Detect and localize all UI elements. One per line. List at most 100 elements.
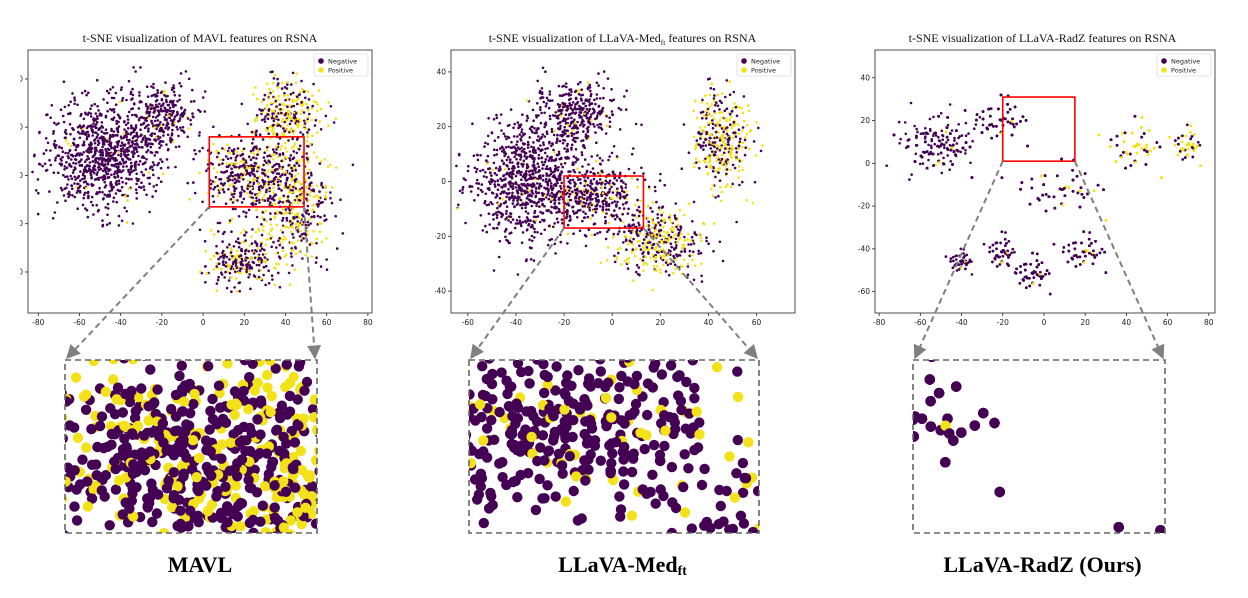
- negative-point: [639, 248, 643, 251]
- positive-point: [311, 204, 314, 207]
- negative-point: [277, 201, 281, 205]
- positive-point: [213, 254, 216, 258]
- negative-point: [582, 107, 585, 110]
- positive-point: [256, 98, 259, 101]
- negative-point: [724, 147, 727, 150]
- negative-point: [78, 154, 81, 157]
- negative-point: [248, 264, 252, 267]
- zoom-positive-point: [302, 470, 313, 481]
- positive-point: [326, 165, 330, 168]
- negative-point: [281, 246, 285, 249]
- positive-point: [279, 183, 282, 186]
- zoom-inset: [64, 359, 318, 534]
- positive-point: [740, 159, 743, 163]
- negative-point: [244, 249, 247, 253]
- negative-point: [533, 158, 536, 161]
- positive-point: [290, 203, 293, 206]
- negative-point: [688, 249, 692, 253]
- negative-point: [94, 161, 97, 164]
- positive-point: [246, 179, 250, 182]
- positive-point: [277, 85, 280, 89]
- negative-point: [479, 188, 483, 192]
- negative-point: [71, 171, 75, 174]
- negative-point: [159, 166, 163, 170]
- negative-point: [223, 230, 226, 234]
- method-caption: MAVL: [167, 552, 233, 577]
- positive-point: [286, 118, 289, 122]
- negative-point: [257, 198, 261, 202]
- negative-point: [150, 85, 153, 88]
- negative-point: [272, 112, 275, 115]
- zoom-negative-point: [257, 500, 268, 511]
- positive-point: [730, 126, 733, 130]
- negative-point: [528, 177, 531, 180]
- zoom-negative-point: [127, 483, 138, 494]
- negative-point: [244, 161, 248, 164]
- positive-point: [314, 100, 318, 104]
- positive-point: [249, 257, 252, 261]
- negative-point: [689, 243, 693, 246]
- zoom-negative-point: [131, 466, 142, 478]
- negative-point: [121, 157, 124, 161]
- negative-point: [557, 198, 561, 201]
- negative-point: [543, 160, 547, 164]
- negative-point: [632, 237, 635, 241]
- zoom-negative-point: [301, 376, 313, 388]
- zoom-negative-point: [188, 398, 199, 410]
- negative-point: [201, 200, 204, 204]
- zoom-negative-point: [271, 424, 283, 435]
- negative-point: [61, 155, 64, 159]
- negative-point: [129, 126, 133, 130]
- negative-point: [160, 90, 164, 94]
- negative-point: [593, 98, 596, 102]
- negative-point: [264, 115, 267, 118]
- x-tick-label: 20: [240, 318, 250, 327]
- negative-point: [142, 185, 145, 188]
- negative-point: [238, 289, 241, 293]
- negative-point: [184, 70, 188, 73]
- negative-point: [94, 146, 98, 150]
- negative-point: [138, 91, 141, 94]
- negative-point: [226, 157, 230, 161]
- negative-point: [130, 140, 134, 144]
- positive-point: [534, 218, 538, 222]
- negative-point: [300, 79, 303, 83]
- negative-point: [489, 171, 492, 175]
- zoom-negative-point: [147, 516, 158, 528]
- negative-point: [558, 94, 562, 97]
- negative-point: [539, 108, 542, 112]
- negative-point: [281, 173, 284, 176]
- negative-point: [91, 203, 95, 207]
- positive-point: [293, 182, 297, 185]
- positive-point: [279, 228, 283, 232]
- positive-point: [315, 194, 318, 197]
- zoom-negative-point: [185, 505, 196, 516]
- negative-point: [186, 117, 190, 120]
- zoom-positive-point: [80, 389, 92, 400]
- negative-point: [86, 150, 89, 154]
- zoom-positive-point: [229, 409, 240, 421]
- negative-point: [278, 211, 282, 214]
- positive-point: [277, 263, 281, 266]
- negative-point: [734, 105, 738, 109]
- negative-point: [492, 269, 496, 272]
- negative-point: [275, 172, 279, 175]
- negative-point: [724, 95, 727, 99]
- negative-point: [113, 145, 117, 148]
- positive-point: [255, 208, 258, 211]
- zoom-negative-point: [254, 448, 265, 459]
- negative-point: [253, 193, 257, 196]
- negative-point: [263, 120, 267, 123]
- negative-point: [516, 140, 519, 143]
- positive-point: [667, 236, 670, 239]
- negative-point: [532, 259, 536, 262]
- negative-point: [287, 271, 291, 275]
- negative-point: [129, 158, 132, 161]
- zoom-positive-point: [278, 522, 290, 533]
- negative-point: [574, 89, 578, 93]
- negative-point: [267, 180, 271, 184]
- negative-point: [537, 127, 540, 130]
- zoom-positive-point: [214, 387, 225, 399]
- negative-point: [290, 83, 293, 86]
- negative-point: [739, 137, 742, 141]
